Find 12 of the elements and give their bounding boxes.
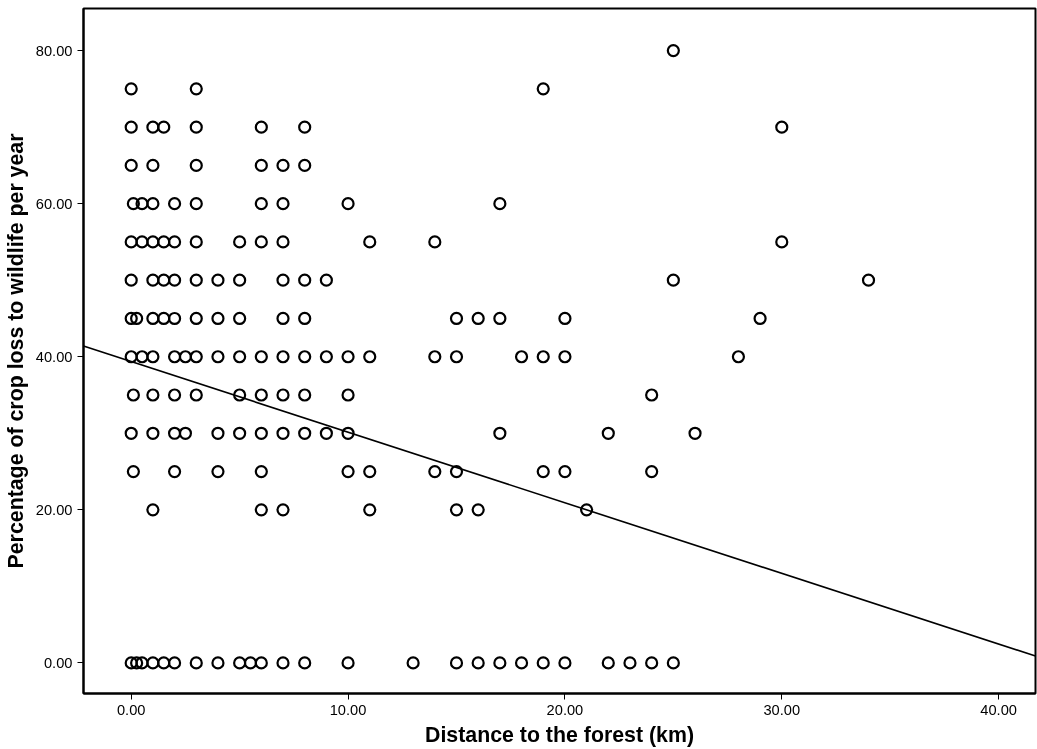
x-tick-label: 10.00 <box>329 701 367 718</box>
y-tick-label: 40.00 <box>35 348 73 365</box>
x-tick-label: 30.00 <box>763 701 801 718</box>
y-tick-label: 20.00 <box>35 501 73 518</box>
x-axis-title: Distance to the forest (km) <box>424 722 695 747</box>
y-tick-label: 80.00 <box>35 42 73 59</box>
y-tick-label: 60.00 <box>35 195 73 212</box>
y-tick-label: 0.00 <box>43 654 73 671</box>
x-tick-label: 20.00 <box>546 701 584 718</box>
x-tick-label: 40.00 <box>980 701 1017 718</box>
x-tick-label: 0.00 <box>116 701 146 718</box>
y-axis-title: Percentage of crop loss to wildlife per year <box>3 133 28 569</box>
